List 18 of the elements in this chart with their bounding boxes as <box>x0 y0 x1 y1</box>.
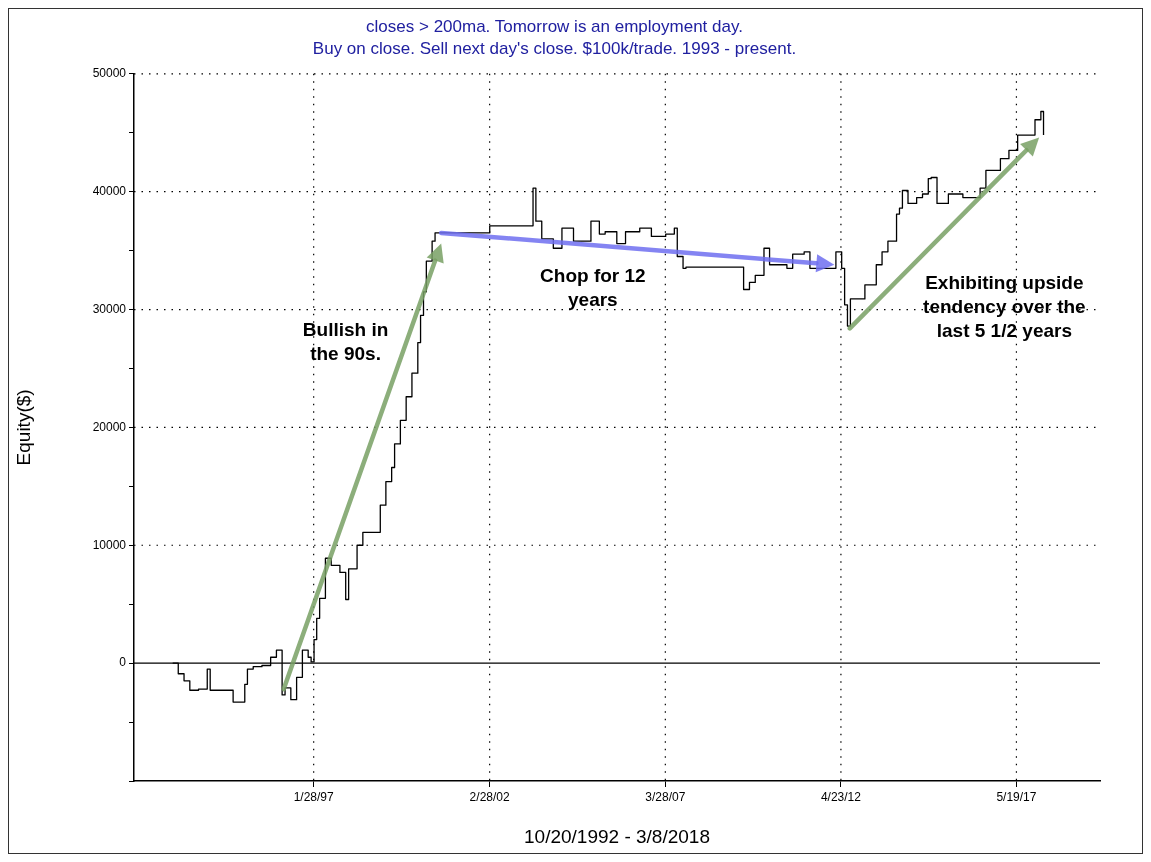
x-tick-label: 5/19/17 <box>996 789 1037 804</box>
x-tick-label: 1/28/97 <box>293 789 335 804</box>
y-tick-label: 10000 <box>92 537 127 552</box>
chart-subtitle: Buy on close. Sell next day's close. $100k/trade. 1993 - present. <box>312 39 797 59</box>
x-tick-label: 4/23/12 <box>820 789 862 804</box>
x-tick-label: 2/28/02 <box>469 789 510 804</box>
chart-title: closes > 200ma. Tomorrow is an employment day. <box>366 16 743 36</box>
y-tick-label: 40000 <box>92 183 127 198</box>
y-tick-label: 0 <box>119 655 127 670</box>
annotation: Bullish in the 90s. <box>302 319 389 365</box>
x-tick-label: 3/28/07 <box>645 789 686 804</box>
x-axis-title: 10/20/1992 - 3/8/2018 <box>524 825 710 847</box>
y-tick-label: 50000 <box>92 66 127 81</box>
y-axis-title: Equity($) <box>12 389 34 466</box>
y-tick-label: 30000 <box>92 301 127 316</box>
y-tick-label: 20000 <box>92 419 127 434</box>
annotation: Chop for 12 years <box>540 265 646 311</box>
annotation: Exhibiting upside tendency over the last 5 1/2 years <box>923 272 1086 342</box>
